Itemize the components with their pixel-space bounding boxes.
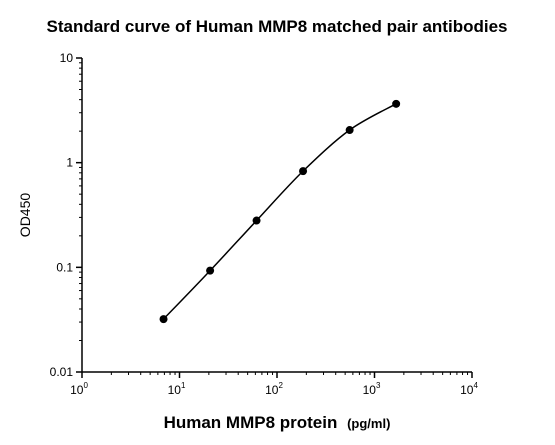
fit-curve (162, 103, 397, 320)
data-point (345, 126, 354, 135)
data-point (206, 266, 215, 275)
data-point (299, 167, 308, 176)
data-point (252, 216, 261, 225)
y-tick-label: 1 (66, 156, 73, 170)
y-tick-label: 10 (60, 51, 74, 65)
y-tick-label: 0.01 (50, 365, 74, 379)
plot-area (159, 99, 401, 324)
data-point (159, 315, 168, 324)
x-axis-ticks: 100 101 102 103 104 (70, 372, 478, 397)
y-tick-label: 0.1 (56, 260, 73, 274)
data-point (392, 99, 401, 108)
x-tick-label: 103 (363, 381, 381, 397)
x-tick-label: 100 (70, 381, 88, 397)
chart-title: Standard curve of Human MMP8 matched pai… (47, 17, 508, 36)
x-tick-label: 102 (265, 381, 283, 397)
x-axis-label-text: Human MMP8 protein (164, 413, 338, 432)
y-axis-label: OD450 (17, 193, 33, 238)
y-axis-ticks: 0.01 0.1 1 10 (50, 51, 82, 379)
x-axis-label-unit: (pg/ml) (347, 416, 390, 431)
x-axis-label: Human MMP8 protein (pg/ml) (164, 413, 391, 432)
x-tick-label: 104 (460, 381, 478, 397)
axes (81, 58, 472, 373)
x-tick-label: 101 (168, 381, 186, 397)
